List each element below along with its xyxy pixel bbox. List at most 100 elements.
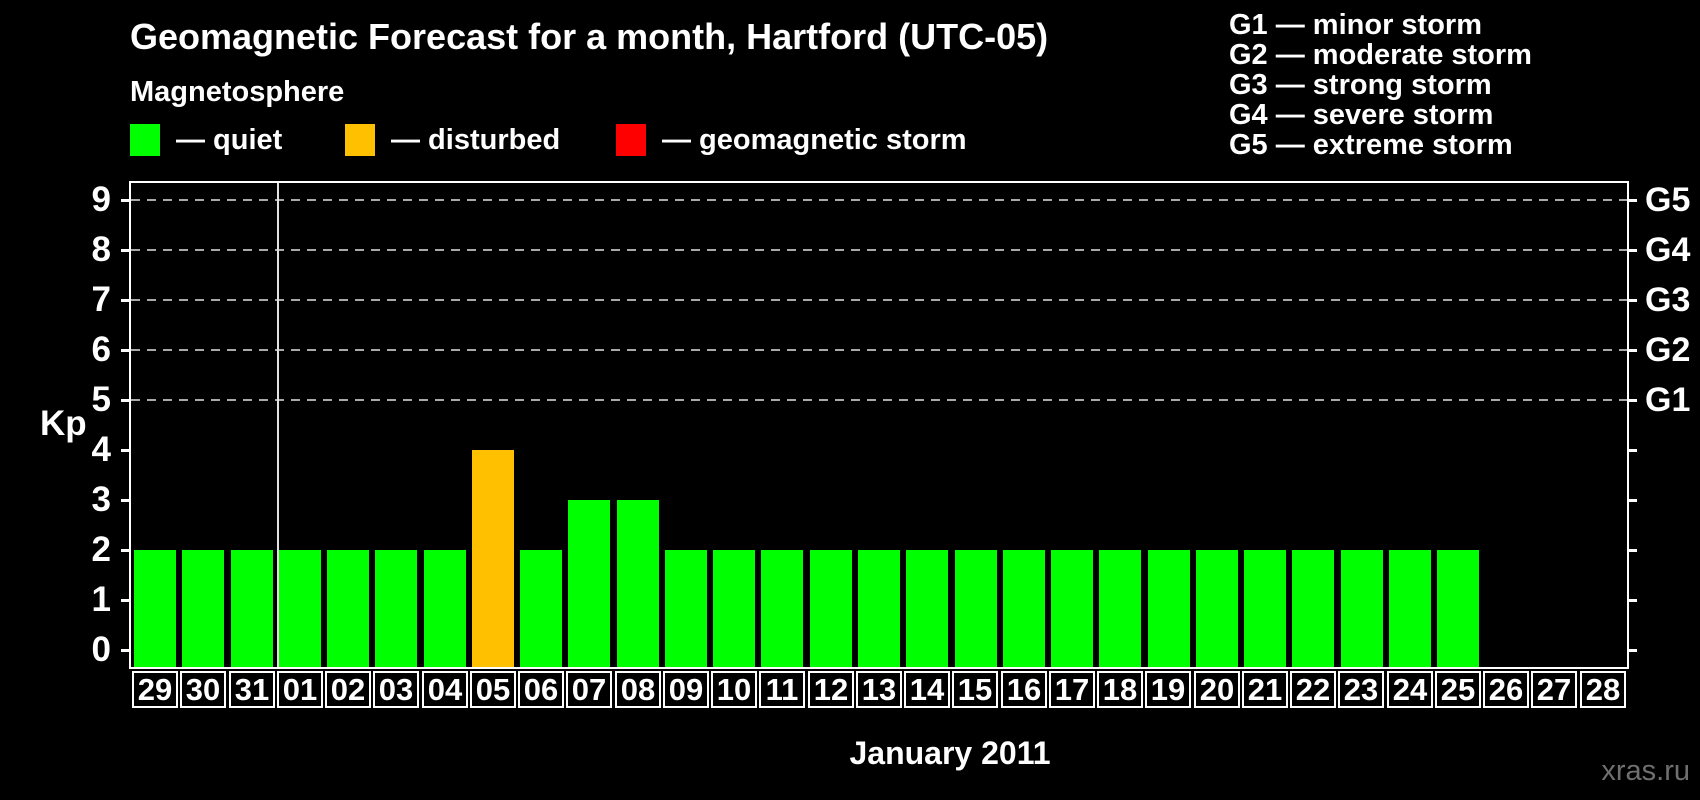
y-axis-tick — [121, 249, 131, 252]
right-axis-tick — [1627, 549, 1637, 552]
kp-bar-16 — [1003, 550, 1045, 667]
y-axis-tick — [121, 499, 131, 502]
day-label-07: 07 — [566, 671, 612, 708]
x-axis-title: January 2011 — [849, 735, 1051, 771]
right-axis-tick — [1627, 449, 1637, 452]
day-label-13: 13 — [856, 671, 902, 708]
y-tick-label-0: 0 — [91, 630, 111, 669]
right-axis-tick — [1627, 349, 1637, 352]
day-label-11: 11 — [759, 671, 805, 708]
storm-scale-line-g3: G3 — strong storm — [1229, 69, 1492, 101]
day-label-23: 23 — [1338, 671, 1384, 708]
y-axis-tick — [121, 549, 131, 552]
day-label-20: 20 — [1194, 671, 1240, 708]
day-label-29: 29 — [132, 671, 178, 708]
kp-bar-07 — [568, 500, 610, 667]
y-axis-tick — [121, 449, 131, 452]
legend-item-quiet: — quiet — [130, 123, 282, 157]
kp-bar-05 — [472, 450, 514, 667]
kp-bar-02 — [327, 550, 369, 667]
day-label-24: 24 — [1387, 671, 1433, 708]
day-label-02: 02 — [325, 671, 371, 708]
right-axis-tick — [1627, 649, 1637, 652]
day-label-03: 03 — [373, 671, 419, 708]
storm-scale-legend: G1 — minor storm G2 — moderate storm G3 … — [1229, 10, 1532, 160]
g-scale-label-g1: G1 — [1645, 381, 1691, 419]
kp-bar-20 — [1196, 550, 1238, 667]
day-label-18: 18 — [1097, 671, 1143, 708]
day-label-21: 21 — [1242, 671, 1288, 708]
kp-bar-01 — [279, 550, 321, 667]
kp-bar-30 — [182, 550, 224, 667]
kp-bar-24 — [1389, 550, 1431, 667]
kp-bar-23 — [1341, 550, 1383, 667]
y-axis-tick — [121, 399, 131, 402]
storm-scale-line-g1: G1 — minor storm — [1229, 9, 1482, 41]
kp-bar-15 — [955, 550, 997, 667]
day-label-28: 28 — [1580, 671, 1626, 708]
g-scale-label-g4: G4 — [1645, 231, 1691, 269]
quiet-swatch — [130, 124, 160, 156]
kp-bar-06 — [520, 550, 562, 667]
y-axis-tick — [121, 299, 131, 302]
legend-item-disturbed: — disturbed — [345, 123, 560, 157]
day-label-25: 25 — [1435, 671, 1481, 708]
kp-bar-29 — [134, 550, 176, 667]
storm-scale-line-g2: G2 — moderate storm — [1229, 39, 1532, 71]
right-axis-tick — [1627, 399, 1637, 402]
y-axis-tick — [121, 349, 131, 352]
disturbed-label: — disturbed — [391, 123, 561, 156]
watermark: xras.ru — [1601, 755, 1690, 787]
day-label-12: 12 — [808, 671, 854, 708]
y-tick-label-6: 6 — [91, 330, 111, 369]
storm-scale-line-g5: G5 — extreme storm — [1229, 129, 1513, 161]
storm-label: — geomagnetic storm — [662, 123, 967, 156]
kp-bar-19 — [1148, 550, 1190, 667]
y-axis-title: Kp — [40, 404, 87, 443]
kp-bar-09 — [665, 550, 707, 667]
g-scale-label-g5: G5 — [1645, 181, 1691, 219]
kp-bar-14 — [906, 550, 948, 667]
day-label-15: 15 — [952, 671, 998, 708]
day-label-08: 08 — [615, 671, 661, 708]
kp-bar-31 — [231, 550, 273, 667]
y-tick-label-4: 4 — [91, 430, 111, 469]
y-tick-label-1: 1 — [91, 580, 111, 619]
y-tick-label-3: 3 — [91, 480, 111, 519]
day-label-30: 30 — [180, 671, 226, 708]
right-axis-tick — [1627, 249, 1637, 252]
gridline-kp8 — [131, 249, 1627, 251]
day-label-31: 31 — [229, 671, 275, 708]
chart-title: Geomagnetic Forecast for a month, Hartfo… — [130, 16, 1049, 57]
gridline-kp9 — [131, 199, 1627, 201]
kp-bar-25 — [1437, 550, 1479, 667]
day-label-22: 22 — [1290, 671, 1336, 708]
day-label-26: 26 — [1483, 671, 1529, 708]
y-tick-label-2: 2 — [91, 530, 111, 569]
y-tick-label-7: 7 — [91, 280, 111, 319]
y-axis-tick — [121, 599, 131, 602]
kp-bar-21 — [1244, 550, 1286, 667]
storm-scale-line-g4: G4 — severe storm — [1229, 99, 1494, 131]
day-label-05: 05 — [470, 671, 516, 708]
g-scale-label-g3: G3 — [1645, 281, 1691, 319]
y-tick-label-9: 9 — [91, 180, 111, 219]
day-label-14: 14 — [904, 671, 950, 708]
month-separator — [277, 183, 279, 667]
plot-frame — [129, 181, 1629, 669]
day-label-01: 01 — [277, 671, 323, 708]
gridline-kp6 — [131, 349, 1627, 351]
right-axis-tick — [1627, 599, 1637, 602]
legend-item-storm: — geomagnetic storm — [616, 123, 967, 157]
day-label-27: 27 — [1531, 671, 1577, 708]
gridline-kp5 — [131, 399, 1627, 401]
day-label-04: 04 — [422, 671, 468, 708]
day-label-06: 06 — [518, 671, 564, 708]
y-tick-label-5: 5 — [91, 380, 111, 419]
kp-bar-03 — [375, 550, 417, 667]
right-axis-tick — [1627, 299, 1637, 302]
legend-heading: Magnetosphere — [130, 76, 345, 108]
kp-bar-17 — [1051, 550, 1093, 667]
kp-bar-08 — [617, 500, 659, 667]
